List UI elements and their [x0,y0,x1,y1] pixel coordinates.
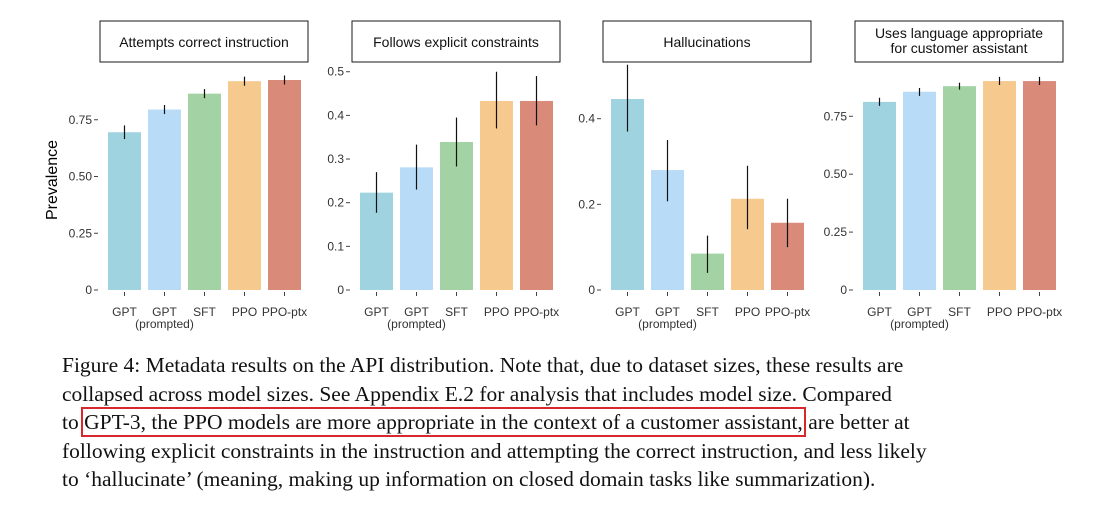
panel-title: for customer assistant [891,40,1028,56]
x-tick-label: SFT [696,305,719,319]
caption-line-5: to ‘hallucinate’ (meaning, making up inf… [62,467,876,491]
x-tick-label: GPT [615,305,640,319]
panel-title: Hallucinations [663,34,750,50]
x-tick-sublabel: (prompted) [638,317,697,331]
panel-title: Attempts correct instruction [119,34,289,50]
y-tick-label: 0 [588,283,595,297]
x-tick-sublabel: (prompted) [890,317,949,331]
bar [943,86,976,290]
bar [108,132,141,290]
panel-title: Follows explicit constraints [373,34,539,50]
y-tick-label: 0.50 [824,167,848,181]
y-tick-label: 0.2 [578,197,595,211]
caption-line-4: following explicit constraints in the in… [62,438,927,463]
x-tick-label: GPT [364,305,389,319]
y-tick-label: 0.4 [578,112,595,126]
x-tick-label: PPO [987,305,1012,319]
x-tick-label: GPT [867,305,892,319]
panel-title-box [854,20,1064,63]
x-tick-label: SFT [445,305,468,319]
y-tick-label: 0.3 [327,152,344,166]
y-tick-label: 0 [840,283,847,297]
y-tick-label: 0.4 [327,108,344,122]
caption-line-2: collapsed across model sizes. See Append… [62,381,892,406]
y-tick-label: 0.75 [824,109,848,123]
x-tick-label: GPT [112,305,137,319]
x-tick-label: PPO [484,305,509,319]
caption-line-1: Figure 4: Metadata results on the API di… [62,353,904,377]
y-tick-label: 0.1 [327,239,344,253]
bar [148,109,181,290]
y-tick-label: 0 [85,283,92,297]
metadata-results-figure: Prevalence Attempts correct instruction 0… [44,20,1064,331]
bar [440,142,473,290]
y-tick-label: 0.2 [327,196,344,210]
panel-title-box [351,20,561,63]
y-tick-label: 0.50 [69,170,93,184]
caption-text: are better at [802,410,910,434]
y-tick-label: 0.25 [824,225,848,239]
y-tick-label: 0 [337,283,344,297]
y-axis-label: Prevalence [44,140,61,220]
panel-title-box [99,20,309,63]
x-tick-sublabel: (prompted) [135,317,194,331]
y-tick-label: 0.5 [327,65,344,79]
bar [480,100,513,290]
bar [1023,81,1056,290]
bar [903,91,936,291]
y-tick-label: 0.25 [69,226,93,240]
x-tick-label: GPT [152,305,177,319]
x-tick-label: SFT [193,305,216,319]
caption-text: to [62,410,85,434]
x-tick-label: PPO [232,305,257,319]
x-tick-label: SFT [948,305,971,319]
highlighted-caption-text: GPT-3, the PPO models are more appropria… [81,407,806,437]
bar [268,80,301,291]
caption-line-3: to GPT-3, the PPO models are more approp… [62,407,1072,437]
panel-title: Uses language appropriate [875,25,1043,41]
bar [188,93,221,291]
x-tick-label: PPO-ptx [765,305,810,319]
x-tick-sublabel: (prompted) [387,317,446,331]
x-tick-label: PPO-ptx [262,305,307,319]
x-tick-label: PPO-ptx [514,305,559,319]
bar [863,101,896,291]
x-tick-label: GPT [655,305,680,319]
bar [983,81,1016,290]
panel-title-box [602,20,812,63]
x-tick-label: GPT [907,305,932,319]
figure-caption: Figure 4: Metadata results on the API di… [62,351,1072,494]
y-tick-label: 0.75 [69,113,93,127]
x-tick-label: PPO-ptx [1017,305,1062,319]
bar [228,81,261,290]
x-tick-label: GPT [404,305,429,319]
bar [520,100,553,290]
x-tick-label: PPO [735,305,760,319]
